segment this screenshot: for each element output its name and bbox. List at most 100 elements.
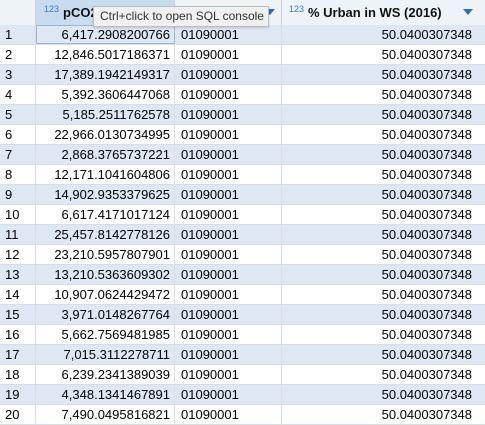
cell-code[interactable]: 01090001 [175,385,282,404]
cell-code[interactable]: 01090001 [175,345,282,364]
cell-pco2[interactable]: 10,907.0624429472 [36,285,175,304]
table-row[interactable]: 9 14,902.9353379625 01090001 50.0400307348 [0,185,485,205]
row-number[interactable]: 11 [0,225,36,244]
cell-urban[interactable]: 50.0400307348 [381,267,472,282]
cell-pco2[interactable]: 6,239.2341389039 [36,365,175,384]
cell-pco2[interactable]: 22,966.0130734995 [36,125,175,144]
cell-urban[interactable]: 50.0400307348 [381,107,472,122]
cell-pco2[interactable]: 6,617.4171017124 [36,205,175,224]
cell-urban[interactable]: 50.0400307348 [381,67,472,82]
table-row[interactable]: 13 13,210.5363609302 01090001 50.0400307348 [0,265,485,285]
table-row[interactable]: 6 22,966.0130734995 01090001 50.0400307348 [0,125,485,145]
cell-urban[interactable]: 50.0400307348 [381,307,472,322]
row-number[interactable]: 17 [0,345,36,364]
table-row[interactable]: 5 5,185.2511762578 01090001 50.0400307348 [0,105,485,125]
cell-code[interactable]: 01090001 [175,265,282,284]
cell-urban[interactable]: 50.0400307348 [381,347,472,362]
column-header-urban[interactable]: 123 % Urban in WS (2016) [282,0,485,25]
cell-pco2[interactable]: 5,185.2511762578 [36,105,175,124]
table-row[interactable]: 3 17,389.1942149317 01090001 50.0400307348 [0,65,485,85]
cell-pco2[interactable]: 7,015.3112278711 [36,345,175,364]
cell-code[interactable]: 01090001 [175,125,282,144]
cell-urban[interactable]: 50.0400307348 [381,387,472,402]
cell-code[interactable]: 01090001 [175,205,282,224]
cell-code[interactable]: 01090001 [175,225,282,244]
cell-urban[interactable]: 50.0400307348 [381,167,472,182]
cell-code[interactable]: 01090001 [175,325,282,344]
row-number[interactable]: 1 [0,25,36,44]
cell-code[interactable]: 01090001 [175,285,282,304]
cell-pco2[interactable]: 7,490.0495816821 [36,405,175,424]
row-number-header[interactable] [0,0,36,25]
table-row[interactable]: 8 12,171.1041604806 01090001 50.0400307348 [0,165,485,185]
row-number[interactable]: 7 [0,145,36,164]
row-number[interactable]: 3 [0,65,36,84]
table-row[interactable]: 19 4,348.1341467891 01090001 50.0400307348 [0,385,485,405]
cell-pco2[interactable]: 3,971.0148267764 [36,305,175,324]
cell-code[interactable]: 01090001 [175,305,282,324]
cell-code[interactable]: 01090001 [175,165,282,184]
table-row[interactable]: 7 2,868.3765737221 01090001 50.0400307348 [0,145,485,165]
row-number[interactable]: 13 [0,265,36,284]
cell-urban[interactable]: 50.0400307348 [381,147,472,162]
row-number[interactable]: 10 [0,205,36,224]
table-row[interactable]: 17 7,015.3112278711 01090001 50.0400307348 [0,345,485,365]
table-row[interactable]: 20 7,490.0495816821 01090001 50.0400307348 [0,405,485,425]
sort-arrow-icon[interactable] [463,9,473,15]
cell-pco2[interactable]: 6,417.2908200766 [36,25,175,44]
column-header-code[interactable] [175,0,282,25]
cell-pco2[interactable]: 23,210.5957807901 [36,245,175,264]
row-number[interactable]: 19 [0,385,36,404]
table-row[interactable]: 18 6,239.2341389039 01090001 50.0400307348 [0,365,485,385]
cell-code[interactable]: 01090001 [175,105,282,124]
row-number[interactable]: 9 [0,185,36,204]
cell-urban[interactable]: 50.0400307348 [381,367,472,382]
cell-urban[interactable]: 50.0400307348 [381,187,472,202]
row-number[interactable]: 4 [0,85,36,104]
cell-code[interactable]: 01090001 [175,45,282,64]
cell-pco2[interactable]: 14,902.9353379625 [36,185,175,204]
row-number[interactable]: 20 [0,405,36,424]
cell-code[interactable]: 01090001 [175,405,282,424]
cell-code[interactable]: 01090001 [175,25,282,44]
table-row[interactable]: 4 5,392.3606447068 01090001 50.0400307348 [0,85,485,105]
cell-pco2[interactable]: 25,457.8142778126 [36,225,175,244]
cell-pco2[interactable]: 17,389.1942149317 [36,65,175,84]
sort-arrow-icon[interactable] [265,9,275,15]
table-row[interactable]: 1 6,417.2908200766 01090001 50.0400307348 [0,25,485,45]
cell-pco2[interactable]: 13,210.5363609302 [36,265,175,284]
cell-urban[interactable]: 50.0400307348 [381,327,472,342]
row-number[interactable]: 6 [0,125,36,144]
row-number[interactable]: 14 [0,285,36,304]
table-row[interactable]: 12 23,210.5957807901 01090001 50.0400307348 [0,245,485,265]
cell-urban[interactable]: 50.0400307348 [381,127,472,142]
cell-urban[interactable]: 50.0400307348 [381,407,472,422]
cell-pco2[interactable]: 2,868.3765737221 [36,145,175,164]
cell-pco2[interactable]: 5,392.3606447068 [36,85,175,104]
cell-code[interactable]: 01090001 [175,245,282,264]
cell-code[interactable]: 01090001 [175,365,282,384]
table-row[interactable]: 11 25,457.8142778126 01090001 50.0400307348 [0,225,485,245]
cell-urban[interactable]: 50.0400307348 [381,27,472,42]
cell-urban[interactable]: 50.0400307348 [381,87,472,102]
cell-pco2[interactable]: 5,662.7569481985 [36,325,175,344]
cell-code[interactable]: 01090001 [175,145,282,164]
row-number[interactable]: 18 [0,365,36,384]
row-number[interactable]: 2 [0,45,36,64]
cell-urban[interactable]: 50.0400307348 [381,227,472,242]
cell-pco2[interactable]: 4,348.1341467891 [36,385,175,404]
cell-code[interactable]: 01090001 [175,185,282,204]
cell-urban[interactable]: 50.0400307348 [381,207,472,222]
cell-pco2[interactable]: 12,846.5017186371 [36,45,175,64]
table-row[interactable]: 14 10,907.0624429472 01090001 50.0400307348 [0,285,485,305]
table-row[interactable]: 2 12,846.5017186371 01090001 50.0400307348 [0,45,485,65]
cell-pco2[interactable]: 12,171.1041604806 [36,165,175,184]
cell-urban[interactable]: 50.0400307348 [381,247,472,262]
table-row[interactable]: 10 6,617.4171017124 01090001 50.0400307348 [0,205,485,225]
cell-code[interactable]: 01090001 [175,85,282,104]
row-number[interactable]: 16 [0,325,36,344]
row-number[interactable]: 12 [0,245,36,264]
row-number[interactable]: 5 [0,105,36,124]
cell-code[interactable]: 01090001 [175,65,282,84]
cell-urban[interactable]: 50.0400307348 [381,287,472,302]
